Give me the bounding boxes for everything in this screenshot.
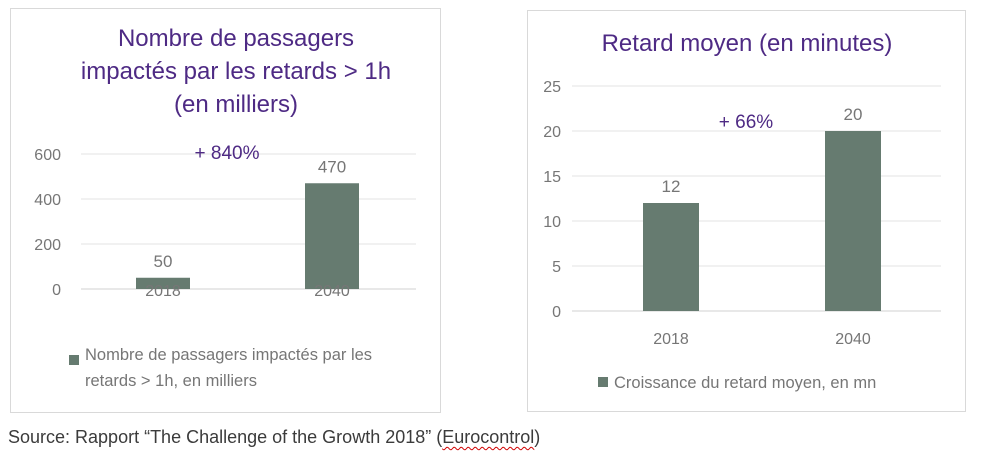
legend-swatch <box>69 355 79 365</box>
data-label: 20 <box>844 105 863 124</box>
growth-annotation: + 840% <box>195 143 260 164</box>
chart-title-line: Nombre de passagers <box>118 25 354 52</box>
data-label: 470 <box>318 157 346 176</box>
y-tick-label: 10 <box>543 214 561 231</box>
y-tick-label: 0 <box>552 304 561 321</box>
chart-title-line: (en milliers) <box>174 91 298 118</box>
y-tick-label: 200 <box>34 237 61 254</box>
chart-title-line: Retard moyen (en minutes) <box>602 30 893 57</box>
y-tick-label: 400 <box>34 192 61 209</box>
y-tick-label: 25 <box>543 79 561 96</box>
data-label: 12 <box>662 177 681 196</box>
y-tick-label: 15 <box>543 169 561 186</box>
x-tick-label: 2018 <box>145 283 181 300</box>
bar-2040 <box>305 183 359 289</box>
y-tick-label: 5 <box>552 259 561 276</box>
passengers-chart: Nombre de passagers impactés par les reta… <box>34 25 416 390</box>
bar-2018 <box>643 203 699 311</box>
bar-2040 <box>825 131 881 311</box>
chart-title-line: impactés par les retards > 1h <box>81 58 391 85</box>
growth-annotation: + 66% <box>719 112 774 133</box>
y-tick-label: 0 <box>52 282 61 299</box>
source-eurocontrol: Eurocontrol <box>442 427 535 447</box>
y-tick-label: 600 <box>34 147 61 164</box>
source-caption: Source: Rapport “The Challenge of the Gr… <box>8 427 540 448</box>
source-suffix: ) <box>534 427 541 447</box>
bar-2018 <box>136 277 190 289</box>
x-tick-label: 2040 <box>314 283 350 300</box>
legend-label-line: Nombre de passagers impactés par les <box>85 346 372 364</box>
legend-swatch <box>598 377 608 387</box>
chart-panel-delay: Retard moyen (en minutes) 0 5 10 15 20 25 12 201… <box>527 10 966 412</box>
x-tick-label: 2018 <box>653 331 689 348</box>
source-prefix: Source: Rapport “The Challenge of the Gr… <box>8 427 443 447</box>
data-label: 50 <box>154 252 173 271</box>
legend-label-line: retards > 1h, en milliers <box>85 372 257 390</box>
y-tick-label: 20 <box>543 124 561 141</box>
chart-panel-passengers: Nombre de passagers impactés par les reta… <box>10 8 441 413</box>
delay-chart: Retard moyen (en minutes) 0 5 10 15 20 25 12 201… <box>543 30 941 392</box>
legend-label-line: Croissance du retard moyen, en mn <box>614 374 876 392</box>
x-tick-label: 2040 <box>835 331 871 348</box>
